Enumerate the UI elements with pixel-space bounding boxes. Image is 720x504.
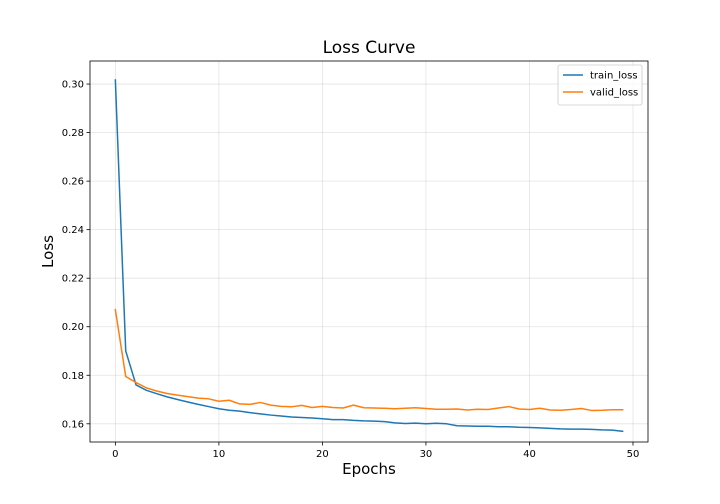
x-axis: 0 10 20 30 40 50 <box>112 442 639 460</box>
legend-label-valid-loss: valid_loss <box>590 88 638 99</box>
x-tick-label: 20 <box>316 449 329 460</box>
series-line-train-loss <box>114 79 624 433</box>
y-tick-label: 0.22 <box>62 274 84 285</box>
y-axis: 0.16 0.18 0.20 0.22 0.24 0.26 0.28 0.30 <box>62 80 90 430</box>
x-tick-label: 40 <box>523 449 536 460</box>
legend: train_loss valid_loss <box>557 64 643 106</box>
y-tick-label: 0.20 <box>62 322 84 333</box>
y-tick-label: 0.30 <box>62 80 84 91</box>
legend-label-train-loss: train_loss <box>590 71 638 82</box>
y-tick-label: 0.18 <box>62 371 84 382</box>
x-tick-label: 0 <box>112 449 118 460</box>
y-tick-label: 0.24 <box>62 225 84 236</box>
x-tick-label: 30 <box>420 449 433 460</box>
x-axis-label: Epochs <box>342 460 396 478</box>
x-tick-label: 10 <box>213 449 226 460</box>
series-line-valid-loss <box>114 308 624 412</box>
grid <box>90 61 648 442</box>
y-axis-label: Loss <box>39 235 57 268</box>
plot-area-frame <box>89 60 649 443</box>
x-tick-label: 50 <box>627 449 640 460</box>
chart-title: Loss Curve <box>323 38 416 58</box>
y-tick-label: 0.16 <box>62 419 84 430</box>
y-tick-label: 0.26 <box>62 177 84 188</box>
series-lines <box>114 79 624 433</box>
y-tick-label: 0.28 <box>62 128 84 139</box>
